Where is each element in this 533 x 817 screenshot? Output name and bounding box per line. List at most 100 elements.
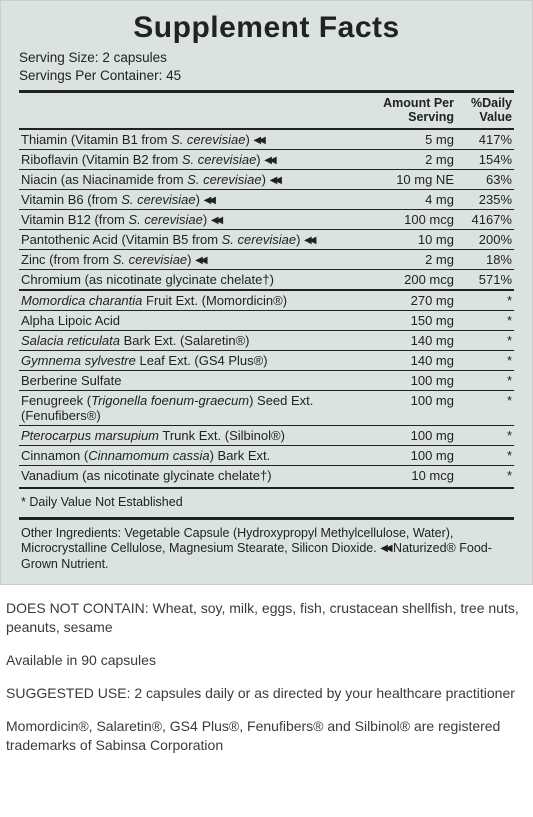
ingredient-name: Vanadium (as nicotinate glycinate chelat… — [19, 465, 368, 485]
dv-cell: 154% — [456, 149, 514, 169]
header-dv: %Daily Value — [456, 95, 514, 129]
ingredient-name: Cinnamon (Cinnamomum cassia) Bark Ext. — [19, 445, 368, 465]
dv-cell: 571% — [456, 269, 514, 290]
rule-before-other — [19, 517, 514, 520]
below-panel: DOES NOT CONTAIN: Wheat, soy, milk, eggs… — [0, 599, 533, 754]
header-amount: Amount Per Serving — [368, 95, 456, 129]
amount-cell: 150 mg — [368, 310, 456, 330]
dv-cell: * — [456, 310, 514, 330]
table-row: Thiamin (Vitamin B1 from S. cerevisiae) … — [19, 129, 514, 150]
amount-cell: 2 mg — [368, 249, 456, 269]
chevron-icon: ◀◀ — [380, 543, 389, 554]
amount-cell: 2 mg — [368, 149, 456, 169]
ingredient-name: Chromium (as nicotinate glycinate chelat… — [19, 269, 368, 290]
table-row: Vanadium (as nicotinate glycinate chelat… — [19, 465, 514, 485]
chevron-icon: ◀◀ — [253, 135, 262, 146]
ingredient-name: Pterocarpus marsupium Trunk Ext. (Silbin… — [19, 425, 368, 445]
serving-size: Serving Size: 2 capsules — [19, 49, 514, 67]
chevron-icon: ◀◀ — [304, 235, 313, 246]
dv-cell: 4167% — [456, 209, 514, 229]
chevron-icon: ◀◀ — [195, 255, 204, 266]
suggested-use: SUGGESTED USE: 2 capsules daily or as di… — [6, 684, 525, 703]
amount-cell: 100 mg — [368, 390, 456, 425]
facts-panel: Supplement Facts Serving Size: 2 capsule… — [0, 0, 533, 585]
dv-cell: * — [456, 330, 514, 350]
dv-cell: 63% — [456, 169, 514, 189]
ingredient-name: Gymnema sylvestre Leaf Ext. (GS4 Plus®) — [19, 350, 368, 370]
rule-after-rows — [19, 487, 514, 489]
ingredient-name: Fenugreek (Trigonella foenum-graecum) Se… — [19, 390, 368, 425]
dv-footnote: * Daily Value Not Established — [19, 491, 514, 511]
header-amount-text: Amount Per Serving — [383, 96, 454, 124]
table-row: Riboflavin (Vitamin B2 from S. cerevisia… — [19, 149, 514, 169]
dv-cell: * — [456, 425, 514, 445]
dv-cell: * — [456, 445, 514, 465]
amount-cell: 100 mcg — [368, 209, 456, 229]
table-row: Chromium (as nicotinate glycinate chelat… — [19, 269, 514, 290]
rule-top — [19, 90, 514, 93]
ingredient-name: Niacin (as Niacinamide from S. cerevisia… — [19, 169, 368, 189]
available-in: Available in 90 capsules — [6, 651, 525, 670]
dv-cell: * — [456, 465, 514, 485]
ingredient-name: Alpha Lipoic Acid — [19, 310, 368, 330]
dv-cell: * — [456, 390, 514, 425]
table-row: Alpha Lipoic Acid150 mg* — [19, 310, 514, 330]
chevron-icon: ◀◀ — [270, 175, 279, 186]
table-row: Gymnema sylvestre Leaf Ext. (GS4 Plus®)1… — [19, 350, 514, 370]
table-row: Berberine Sulfate100 mg* — [19, 370, 514, 390]
table-row: Zinc (from from S. cerevisiae) ◀◀2 mg18% — [19, 249, 514, 269]
amount-cell: 10 mcg — [368, 465, 456, 485]
dv-cell: * — [456, 290, 514, 311]
facts-table: Amount Per Serving %Daily Value Thiamin … — [19, 95, 514, 485]
spc-label: Servings Per Container: — [19, 68, 162, 83]
amount-cell: 4 mg — [368, 189, 456, 209]
dv-cell: 200% — [456, 229, 514, 249]
serving-size-label: Serving Size: — [19, 50, 99, 65]
ingredient-name: Riboflavin (Vitamin B2 from S. cerevisia… — [19, 149, 368, 169]
ingredient-name: Vitamin B12 (from S. cerevisiae) ◀◀ — [19, 209, 368, 229]
table-row: Vitamin B6 (from S. cerevisiae) ◀◀4 mg23… — [19, 189, 514, 209]
table-row: Momordica charantia Fruit Ext. (Momordic… — [19, 290, 514, 311]
header-blank — [19, 95, 368, 129]
servings-per-container: Servings Per Container: 45 — [19, 67, 514, 85]
dv-cell: 235% — [456, 189, 514, 209]
spc-value: 45 — [166, 68, 181, 83]
dv-cell: * — [456, 370, 514, 390]
amount-cell: 200 mcg — [368, 269, 456, 290]
amount-cell: 140 mg — [368, 350, 456, 370]
ingredient-name: Salacia reticulata Bark Ext. (Salaretin®… — [19, 330, 368, 350]
ingredient-name: Berberine Sulfate — [19, 370, 368, 390]
ingredient-name: Zinc (from from S. cerevisiae) ◀◀ — [19, 249, 368, 269]
table-row: Cinnamon (Cinnamomum cassia) Bark Ext.10… — [19, 445, 514, 465]
amount-cell: 140 mg — [368, 330, 456, 350]
amount-cell: 100 mg — [368, 425, 456, 445]
amount-cell: 5 mg — [368, 129, 456, 150]
panel-title: Supplement Facts — [19, 11, 514, 45]
amount-cell: 10 mg NE — [368, 169, 456, 189]
table-row: Pantothenic Acid (Vitamin B5 from S. cer… — [19, 229, 514, 249]
amount-cell: 100 mg — [368, 370, 456, 390]
amount-cell: 100 mg — [368, 445, 456, 465]
amount-cell: 270 mg — [368, 290, 456, 311]
table-row: Salacia reticulata Bark Ext. (Salaretin®… — [19, 330, 514, 350]
dv-cell: 18% — [456, 249, 514, 269]
other-ingredients: Other Ingredients: Vegetable Capsule (Hy… — [19, 522, 514, 573]
chevron-icon: ◀◀ — [264, 155, 273, 166]
dv-cell: 417% — [456, 129, 514, 150]
table-row: Vitamin B12 (from S. cerevisiae) ◀◀100 m… — [19, 209, 514, 229]
table-row: Fenugreek (Trigonella foenum-graecum) Se… — [19, 390, 514, 425]
ingredient-name: Vitamin B6 (from S. cerevisiae) ◀◀ — [19, 189, 368, 209]
amount-cell: 10 mg — [368, 229, 456, 249]
ingredient-name: Momordica charantia Fruit Ext. (Momordic… — [19, 290, 368, 311]
table-row: Niacin (as Niacinamide from S. cerevisia… — [19, 169, 514, 189]
ingredient-name: Thiamin (Vitamin B1 from S. cerevisiae) … — [19, 129, 368, 150]
ingredient-name: Pantothenic Acid (Vitamin B5 from S. cer… — [19, 229, 368, 249]
header-row: Amount Per Serving %Daily Value — [19, 95, 514, 129]
does-not-contain: DOES NOT CONTAIN: Wheat, soy, milk, eggs… — [6, 599, 525, 637]
table-row: Pterocarpus marsupium Trunk Ext. (Silbin… — [19, 425, 514, 445]
header-dv-text: %Daily Value — [471, 96, 512, 124]
chevron-icon: ◀◀ — [211, 215, 220, 226]
serving-size-value: 2 capsules — [102, 50, 167, 65]
trademark-note: Momordicin®, Salaretin®, GS4 Plus®, Fenu… — [6, 717, 525, 755]
dv-cell: * — [456, 350, 514, 370]
